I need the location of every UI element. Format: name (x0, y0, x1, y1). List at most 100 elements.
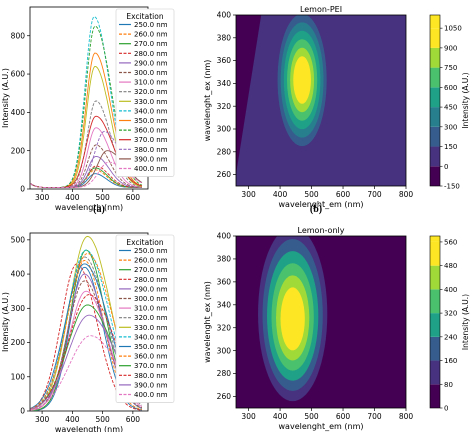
contour-level (296, 64, 308, 96)
y-tick-label: 400 (217, 232, 232, 241)
legend-entry: 360.0 nm (134, 353, 168, 361)
contour-area (236, 236, 406, 408)
y-tick-label: 320 (217, 102, 232, 111)
colorbar-tick-label: 300 (444, 123, 457, 131)
legend-entry: 270.0 nm (134, 266, 168, 274)
colorbar-tick-label: 450 (444, 104, 457, 112)
series-line (30, 294, 143, 410)
chart-title: Lemon-PEI (300, 5, 342, 14)
y-tick-label: 400 (11, 270, 26, 279)
legend-entry: 280.0 nm (134, 50, 168, 58)
colorbar-band (430, 107, 440, 127)
legend-entry: 260.0 nm (134, 257, 168, 265)
colorbar-tick-label: 900 (444, 44, 457, 52)
legend-entry: 290.0 nm (134, 285, 168, 293)
y-tick-label: 340 (217, 79, 232, 88)
colorbar-band (430, 241, 440, 266)
x-axis-label: wavelength (nm) (55, 425, 123, 432)
legend-entry: 290.0 nm (134, 59, 168, 67)
x-tick-label: 300 (241, 412, 256, 421)
y-axis-label: Intensity (A.U.) (1, 68, 10, 128)
x-tick-label: 500 (95, 193, 110, 202)
colorbar-band (430, 236, 440, 242)
legend-entry: 310.0 nm (134, 305, 168, 313)
panel-label: (a) (93, 204, 105, 215)
y-tick-label: 360 (217, 56, 232, 65)
legend-entry: 320.0 nm (134, 88, 168, 96)
contour-area (236, 15, 406, 186)
x-axis-label: wavelenght_em (nm) (279, 200, 364, 209)
colorbar-band (430, 146, 440, 167)
legend-entry: 380.0 nm (134, 146, 168, 154)
colorbar-tick-label: 80 (444, 381, 453, 389)
y-axis-label: Intensity (A.U.) (1, 292, 10, 352)
y-axis-label: wavelenght_ex (nm) (203, 281, 212, 363)
x-tick-label: 400 (273, 190, 288, 199)
y-tick-label: 800 (11, 31, 26, 40)
x-tick-label: 800 (399, 190, 414, 199)
y-axis-label: wavelenght_ex (nm) (203, 60, 212, 142)
legend-title: Excitation (126, 238, 163, 247)
colorbar-band (430, 126, 440, 147)
legend-entry: 270.0 nm (134, 40, 168, 48)
colorbar-band (430, 166, 440, 186)
y-tick-label: 260 (217, 392, 232, 401)
colorbar-tick-label: 1050 (444, 25, 462, 33)
colorbar-band (430, 384, 440, 408)
legend-entry: 390.0 nm (134, 381, 168, 389)
x-tick-label: 400 (273, 412, 288, 421)
colorbar-tick-label: 600 (444, 84, 457, 92)
colorbar-band (430, 67, 440, 88)
legend-entry: 250.0 nm (134, 247, 168, 255)
x-tick-label: 700 (367, 190, 382, 199)
x-tick-label: 300 (35, 415, 50, 424)
y-tick-label: 260 (217, 170, 232, 179)
colorbar-tick-label: 160 (444, 357, 457, 365)
legend-entry: 260.0 nm (134, 31, 168, 39)
y-tick-label: 300 (217, 125, 232, 134)
legend-entry: 360.0 nm (134, 127, 168, 135)
y-tick-label: 360 (217, 277, 232, 286)
y-tick-label: 500 (11, 235, 26, 244)
contour-negative (236, 15, 262, 175)
colorbar-tick-label: 480 (444, 262, 457, 270)
x-tick-label: 400 (65, 193, 80, 202)
y-tick-label: 380 (217, 255, 232, 264)
legend-entry: 330.0 nm (134, 98, 168, 106)
x-tick-label: 400 (65, 415, 80, 424)
legend-box (115, 8, 175, 177)
x-tick-label: 800 (399, 412, 414, 421)
colorbar-band (430, 28, 440, 48)
plot-frame (235, 235, 407, 409)
x-tick-label: 600 (126, 415, 141, 424)
colorbar-band (430, 87, 440, 108)
y-tick-label: 380 (217, 33, 232, 42)
colorbar-tick-label: 0 (444, 405, 448, 413)
x-tick-label: 500 (304, 190, 319, 199)
colorbar-tick-label: 0 (444, 163, 448, 171)
legend-entry: 280.0 nm (134, 276, 168, 284)
colorbar-band (430, 265, 440, 290)
series-line (30, 280, 143, 411)
legend-entry: 370.0 nm (134, 362, 168, 370)
x-tick-label: 500 (304, 412, 319, 421)
legend-entry: 350.0 nm (134, 117, 168, 125)
legend-entry: 400.0 nm (134, 391, 168, 399)
legend-entry: 310.0 nm (134, 79, 168, 87)
colorbar-band (430, 15, 440, 29)
legend-entry: 320.0 nm (134, 314, 168, 322)
chart-d: 300 400 500 600 700 8002602803003203403603804… (203, 226, 470, 431)
legend-entry: 370.0 nm (134, 136, 168, 144)
legend-title: Excitation (126, 12, 163, 21)
legend-entry: 340.0 nm (134, 333, 168, 341)
y-tick-label: 320 (217, 323, 232, 332)
x-axis-label: wavelength (nm) (55, 203, 123, 212)
colorbar-label: Intensity (A.U.) (461, 72, 470, 128)
y-tick-label: 300 (11, 304, 26, 313)
colorbar-tick-label: 560 (444, 238, 457, 246)
legend-entry: 400.0 nm (134, 165, 168, 173)
